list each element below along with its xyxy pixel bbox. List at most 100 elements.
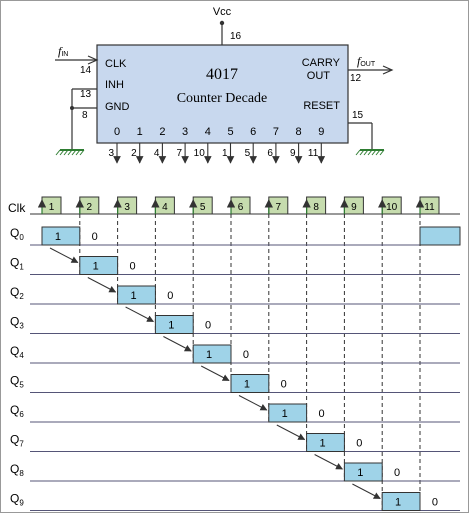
q1-high-value: 1: [93, 261, 99, 273]
q3-high-pulse: [154, 315, 194, 334]
clock-pulse-label-1: 1: [49, 202, 55, 213]
q0-signal-label: Q0: [10, 226, 24, 242]
timing-diagram: Clk 1 2 3 4 5 6 7 8 9 10 11 Q0 1 0Q1 1 0Q2 1 0Q3 1 0Q4 1 0Q5…: [8, 196, 461, 511]
output-label-5: 5: [227, 126, 233, 138]
chip-name: 4017: [206, 66, 238, 83]
q7-signal-label: Q7: [10, 433, 24, 449]
chip-body: [96, 44, 349, 144]
carry-pin-label: CARRY: [302, 57, 341, 69]
cascade-arrow-q1: [87, 277, 117, 293]
q4-signal-label: Q4: [10, 344, 24, 360]
output-label-6: 6: [250, 126, 256, 138]
q5-low-value: 0: [281, 379, 287, 391]
q2-low-value: 0: [167, 290, 173, 302]
ground-hatch: [371, 149, 377, 156]
q3-signal-label: Q3: [10, 315, 24, 331]
q8-signal-label: Q8: [10, 462, 24, 478]
ground-hatch: [71, 149, 77, 156]
output-pin-number-1: 2: [131, 148, 137, 159]
ground-hatch: [59, 149, 65, 156]
output-pin-number-6: 5: [245, 148, 251, 159]
ground-hatch: [367, 149, 373, 156]
output-pin-number-3: 7: [177, 148, 183, 159]
cascade-arrows: [49, 247, 381, 499]
output-label-4: 4: [205, 126, 211, 138]
q2-signal-label: Q2: [10, 285, 24, 301]
output-pin-number-8: 9: [290, 148, 296, 159]
ground-hatch: [79, 149, 85, 156]
q0-high-pulse: [41, 226, 81, 246]
clk-pin-label: CLK: [105, 58, 127, 70]
output-label-9: 9: [318, 126, 324, 138]
q8-low-value: 0: [394, 467, 400, 479]
output-pin-number-2: 4: [154, 148, 160, 159]
output-label-7: 7: [273, 126, 279, 138]
clock-pulse-label-8: 8: [313, 202, 319, 213]
cascade-arrow-q6: [276, 424, 306, 440]
q9-low-value: 0: [432, 497, 438, 509]
q4-low-value: 0: [243, 349, 249, 361]
inh-pin-number: 13: [80, 89, 92, 100]
clock-pulse-label-4: 4: [162, 202, 168, 213]
carry-out-label: OUT: [307, 70, 331, 82]
ic-4017-schematic: Vcc 16 4017 Counter Decade CLK INH GND f…: [55, 6, 394, 164]
q2-high-pulse: [117, 285, 156, 305]
q1-high-pulse: [79, 256, 119, 275]
q9-high-pulse: [381, 492, 421, 511]
output-pin-number-9: 11: [308, 148, 319, 159]
output-label-3: 3: [182, 126, 188, 138]
q9-signal-label: Q9: [10, 492, 24, 508]
q4-high-pulse: [192, 344, 232, 364]
clock-pulse-label-2: 2: [87, 202, 93, 213]
q5-high-pulse: [230, 374, 270, 393]
output-pin-number-5: 1: [222, 148, 228, 159]
clock-pulse-label-7: 7: [276, 202, 282, 213]
output-label-8: 8: [296, 126, 302, 138]
output-pin-number-4: 10: [194, 148, 206, 159]
output-label-1: 1: [137, 126, 143, 138]
fin-symbol: fIN: [58, 44, 68, 58]
q3-low-value: 0: [205, 320, 211, 332]
ground-hatch: [67, 149, 73, 156]
cascade-arrow-q2: [125, 306, 155, 322]
ground-hatch: [379, 149, 385, 156]
q8-high-pulse: [343, 462, 383, 482]
q1-signal-label: Q1: [10, 256, 24, 272]
gnd-pin-number: 8: [82, 110, 88, 121]
ground-symbol-left: [55, 149, 85, 156]
output-label-0: 0: [114, 126, 120, 138]
clk-signal-label: Clk: [8, 201, 26, 215]
reset-pin-number: 15: [352, 110, 364, 121]
gnd-junction: [70, 106, 74, 110]
q5-high-value: 1: [244, 379, 250, 391]
q5-signal-label: Q5: [10, 374, 24, 390]
q7-high-pulse: [306, 433, 345, 452]
clock-waveform: 1 2 3 4 5 6 7 8 9 10 11: [30, 196, 460, 215]
cascade-arrow-q8: [352, 483, 381, 499]
clock-pulse-label-11: 11: [424, 202, 435, 213]
ground-hatch: [63, 149, 69, 156]
ground-hatch: [359, 149, 365, 156]
chip-description: Counter Decade: [177, 91, 268, 106]
q0-high-pulse-repeat: [419, 226, 461, 246]
ground-symbol-right: [355, 149, 385, 156]
q3-high-value: 1: [168, 320, 174, 332]
carry-output-arrow: [382, 65, 394, 75]
ground-hatch: [363, 149, 369, 156]
carry-pin-number: 12: [350, 73, 362, 84]
ground-hatch: [75, 149, 81, 156]
reset-pin-label: RESET: [303, 100, 340, 112]
q7-low-value: 0: [356, 438, 362, 450]
q6-high-pulse: [268, 403, 308, 423]
gnd-pin-label: GND: [105, 101, 130, 113]
cascade-arrow-q0: [49, 247, 79, 263]
clock-pulse-label-9: 9: [351, 202, 357, 213]
output-label-2: 2: [159, 126, 165, 138]
cascade-arrow-q3: [163, 336, 192, 352]
output-pin-number-7: 6: [267, 148, 273, 159]
q7-high-value: 1: [319, 438, 325, 450]
clock-pulse-label-6: 6: [238, 202, 244, 213]
